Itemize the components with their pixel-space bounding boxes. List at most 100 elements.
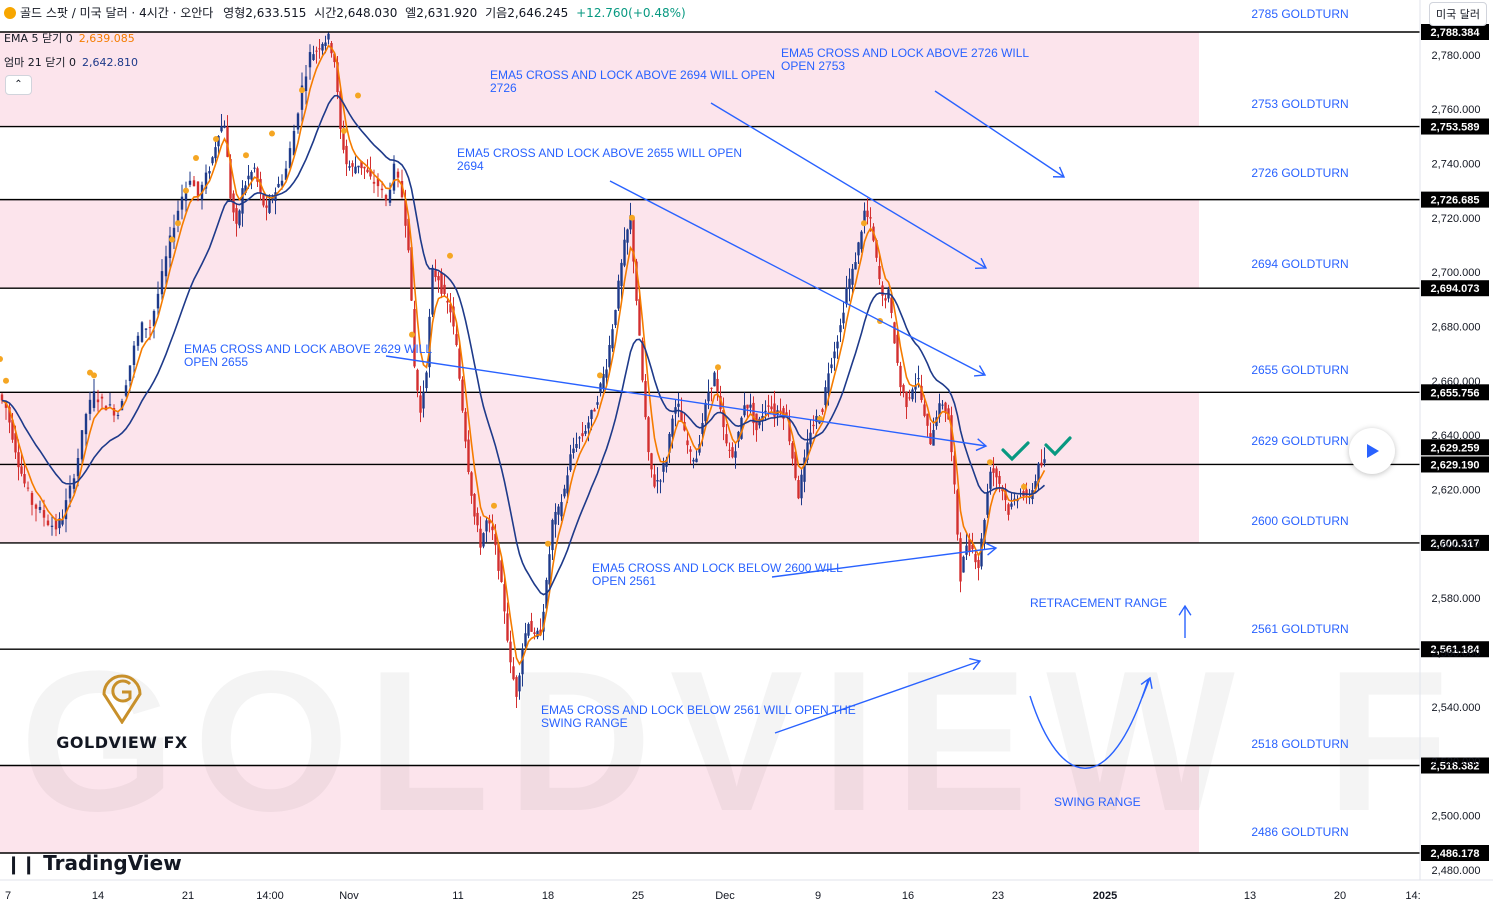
candle-body bbox=[244, 185, 247, 194]
candle-body bbox=[247, 175, 250, 180]
candle-body bbox=[400, 181, 404, 198]
candle-body bbox=[380, 188, 384, 191]
level-price-tag-8 bbox=[1421, 757, 1489, 774]
level-price-label-9: 2,486.178 bbox=[1431, 848, 1480, 860]
current-price-tag bbox=[1421, 439, 1489, 456]
candle-body bbox=[64, 500, 68, 520]
candle-body bbox=[965, 545, 968, 555]
candle-body bbox=[746, 404, 749, 409]
goldview-logo: GOLDVIEW FX bbox=[52, 668, 192, 752]
arrow-2655-head bbox=[973, 365, 987, 377]
candle-body bbox=[452, 306, 455, 327]
candle-body bbox=[8, 406, 11, 423]
ema5-label: EMA 5 닫기 0 bbox=[4, 32, 73, 45]
candle-body bbox=[998, 475, 1001, 484]
ema21-label: 엄마 21 닫기 0 bbox=[4, 56, 76, 69]
candle-body bbox=[464, 411, 467, 442]
swing-range-curve bbox=[1029, 679, 1149, 769]
arrow-2694-shaft bbox=[710, 102, 987, 269]
candle-body bbox=[404, 200, 407, 226]
level-price-tag-4 bbox=[1421, 384, 1489, 401]
candle-body bbox=[524, 633, 527, 647]
level-price-tag-2 bbox=[1421, 191, 1489, 208]
candle-body bbox=[704, 402, 707, 422]
candle-body bbox=[241, 188, 244, 214]
candle-body bbox=[176, 210, 180, 222]
candle-body bbox=[265, 205, 268, 208]
ema5-indicator[interactable]: EMA 5 닫기 0 2,639.085 bbox=[4, 30, 135, 46]
candle-body bbox=[749, 404, 752, 408]
arrow-2629 bbox=[385, 355, 988, 452]
candle-body bbox=[250, 172, 253, 180]
candle-body bbox=[527, 623, 530, 636]
signal-marker-22 bbox=[861, 220, 867, 227]
candle-body bbox=[905, 392, 908, 408]
candle-body bbox=[839, 325, 842, 333]
arrow-2600-head bbox=[985, 542, 998, 556]
candle-body bbox=[308, 52, 312, 68]
candle-body bbox=[677, 403, 680, 407]
x-tick-label-9: 9 bbox=[815, 890, 821, 902]
candle-body bbox=[128, 365, 132, 382]
candle-body bbox=[644, 381, 647, 418]
candle-body bbox=[342, 131, 345, 150]
candle-body bbox=[575, 443, 578, 448]
candle-body bbox=[920, 385, 923, 400]
collapse-indicators-button[interactable]: ⌃ bbox=[5, 75, 32, 95]
arrow-2655-shaft bbox=[609, 180, 986, 376]
replay-button[interactable] bbox=[1349, 428, 1395, 474]
signal-marker-14 bbox=[409, 331, 415, 338]
candle-body bbox=[407, 218, 410, 251]
candle-body bbox=[509, 641, 512, 663]
level-price-label-8: 2,518.382 bbox=[1431, 761, 1480, 773]
arrow-retracement-head bbox=[1178, 604, 1192, 616]
low-value: 2,631.920 bbox=[416, 6, 478, 20]
candle-body bbox=[896, 334, 899, 363]
play-icon bbox=[1367, 444, 1379, 458]
candle-body bbox=[1007, 504, 1010, 515]
signal-marker-5 bbox=[175, 220, 181, 227]
candle-body bbox=[890, 297, 893, 313]
annotation-0: EMA5 CROSS AND LOCK ABOVE 2726 WILL OPEN … bbox=[781, 46, 1029, 73]
candle-body bbox=[803, 457, 806, 482]
candle-body bbox=[503, 584, 506, 612]
x-tick-label-7: 25 bbox=[632, 890, 644, 902]
candle-body bbox=[884, 298, 887, 301]
candle-body bbox=[944, 402, 947, 413]
candle-body bbox=[653, 474, 656, 487]
ema21-indicator[interactable]: 엄마 21 닫기 0 2,642.810 bbox=[4, 54, 138, 70]
candle-body bbox=[384, 195, 388, 201]
candle-body bbox=[217, 135, 220, 147]
level-price-label-0: 2,788.384 bbox=[1431, 27, 1481, 39]
candle-body bbox=[764, 410, 767, 412]
signal-marker-1 bbox=[3, 377, 9, 384]
candle-body bbox=[893, 322, 896, 344]
candle-body bbox=[827, 373, 830, 393]
candle-body bbox=[866, 210, 869, 217]
candle-body bbox=[806, 442, 809, 461]
currency-button[interactable]: 미국 달러 bbox=[1429, 2, 1487, 26]
candle-body bbox=[1034, 481, 1037, 490]
candle-body bbox=[497, 544, 500, 571]
signal-marker-3 bbox=[91, 372, 97, 379]
candle-body bbox=[50, 525, 54, 527]
candle-body bbox=[256, 168, 259, 182]
candle-body bbox=[851, 268, 854, 285]
candle-body bbox=[482, 533, 485, 547]
candle-body bbox=[656, 480, 659, 482]
candle-body bbox=[208, 171, 211, 174]
candle-body bbox=[614, 309, 617, 326]
candle-body bbox=[983, 519, 986, 543]
candle-body bbox=[220, 126, 223, 132]
candle-body bbox=[180, 196, 184, 210]
x-tick-label-4: Nov bbox=[339, 890, 359, 902]
annotation-3: EMA5 CROSS AND LOCK ABOVE 2629 WILL OPEN … bbox=[184, 342, 432, 369]
goldturn-label-5: 2629 GOLDTURN bbox=[1251, 434, 1348, 448]
candle-body bbox=[860, 231, 863, 250]
candle-body bbox=[611, 329, 614, 349]
ema21-value: 2,642.810 bbox=[81, 56, 138, 69]
candle-body bbox=[569, 454, 572, 471]
y-tick-label-14: 2,760.000 bbox=[1432, 104, 1481, 116]
tradingview-logo[interactable]: ❙❙ TradingView bbox=[6, 851, 182, 875]
